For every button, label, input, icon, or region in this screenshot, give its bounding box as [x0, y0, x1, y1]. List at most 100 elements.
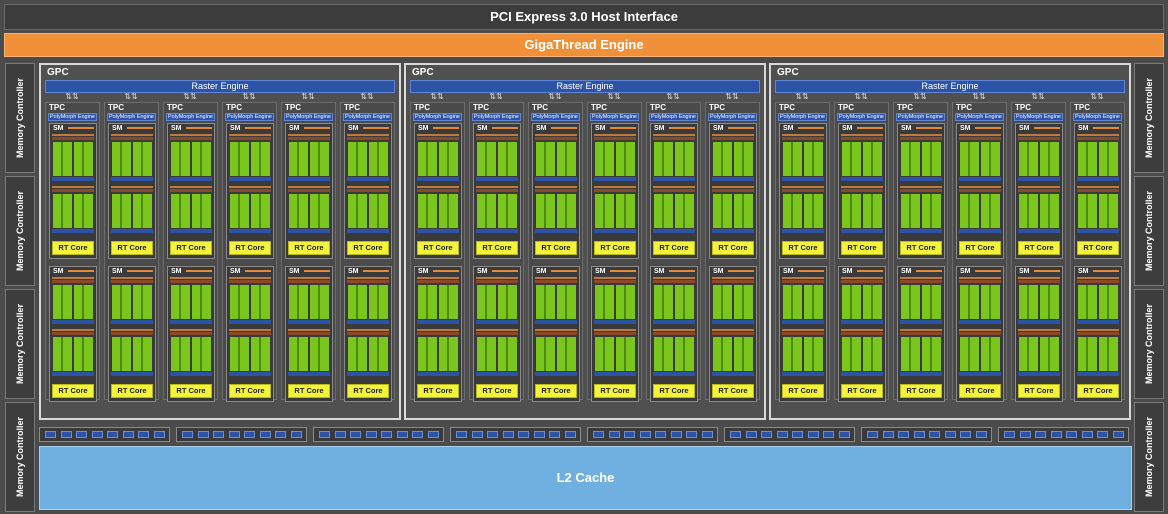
sm-core-divider: [426, 285, 428, 319]
crossbar-block: [761, 431, 772, 438]
sm-load-store-strip: [288, 229, 330, 233]
sm: SM RT Core: [838, 123, 886, 259]
sm-cache-strip: [52, 329, 94, 331]
sm-core-divider: [179, 285, 181, 319]
sm-load-store-strip: [712, 372, 754, 376]
sm-core-divider: [544, 194, 546, 228]
sm-core-array: [229, 134, 271, 233]
sm-scheduler-bar: [1034, 270, 1060, 272]
sm: SM RT Core: [285, 266, 333, 402]
sm-scheduler-bar: [68, 127, 94, 129]
rt-core: RT Core: [959, 384, 1001, 398]
sm-core-divider: [871, 142, 873, 176]
sm-load-store-strip: [653, 177, 695, 181]
sm-core-divider: [485, 194, 487, 228]
sm-load-store-strip: [959, 177, 1001, 181]
sm-cache-strip: [653, 329, 695, 331]
sm: SM RT Core: [1074, 123, 1122, 259]
sm-register-strip: [782, 137, 824, 140]
sm-core-divider: [742, 285, 744, 319]
sm-cache-strip: [476, 329, 518, 331]
sm-register-strip: [1018, 280, 1060, 283]
sm-load-store-strip: [594, 177, 636, 181]
crossbar-segment: [861, 427, 992, 442]
sm-core-divider: [200, 194, 202, 228]
sm-load-store-strip: [653, 372, 695, 376]
sm: SM RT Core: [532, 266, 580, 402]
sm-core-divider: [1048, 194, 1050, 228]
sm-core-divider: [377, 285, 379, 319]
sm-register-strip: [170, 332, 212, 335]
sm-core-divider: [1048, 142, 1050, 176]
sm-core-array: [476, 277, 518, 376]
sm-core-divider: [565, 142, 567, 176]
sm-scheduler-bar: [433, 270, 459, 272]
sm-core-divider: [82, 337, 84, 371]
sm-load-store-strip: [1077, 177, 1119, 181]
sm-core-array: [1077, 134, 1119, 233]
rt-core: RT Core: [900, 241, 942, 255]
sm-scheduler-bar: [245, 127, 271, 129]
sm-core-divider: [850, 194, 852, 228]
crossbar-block: [197, 431, 209, 438]
crossbar-segment: [313, 427, 444, 442]
sm-core-divider: [238, 285, 240, 319]
sm-core-divider: [426, 194, 428, 228]
sm-core-divider: [1086, 194, 1088, 228]
sm-load-store-strip: [417, 372, 459, 376]
sm: SM RT Core: [532, 123, 580, 259]
sm-register-strip: [594, 189, 636, 192]
sm-scheduler-bar: [127, 127, 153, 129]
sm-load-store-strip: [841, 229, 883, 233]
sm-cache-strip: [535, 134, 577, 136]
sm-register-strip: [170, 280, 212, 283]
sm-core-divider: [120, 194, 122, 228]
sm: SM RT Core: [591, 123, 639, 259]
sm-core-array: [841, 277, 883, 376]
sm-label: SM: [53, 268, 64, 275]
sm-register-strip: [52, 189, 94, 192]
sm-label: SM: [901, 268, 912, 275]
rt-core: RT Core: [535, 384, 577, 398]
sm-scheduler-bar: [363, 127, 389, 129]
sm-register-strip: [535, 137, 577, 140]
sm-load-store-strip: [535, 372, 577, 376]
sm-cache-strip: [1018, 186, 1060, 188]
sm-register-strip: [229, 280, 271, 283]
gpc: GPC Raster Engine ⇅⇅ TPC PolyMorph Engine SM R…: [39, 63, 401, 420]
sm-load-store-strip: [594, 320, 636, 324]
sm: SM RT Core: [167, 123, 215, 259]
sm-register-strip: [782, 189, 824, 192]
sm-core-array: [417, 277, 459, 376]
sm-register-strip: [111, 189, 153, 192]
rt-core: RT Core: [1018, 384, 1060, 398]
sm-load-store-strip: [476, 372, 518, 376]
sm-label: SM: [1078, 125, 1089, 132]
sm-register-strip: [417, 137, 459, 140]
sm-load-store-strip: [900, 320, 942, 324]
sm-register-strip: [535, 189, 577, 192]
tpc: TPC PolyMorph Engine SM RT Core SM RT Core: [705, 102, 760, 402]
bidirectional-arrow-icon: ⇅⇅: [725, 92, 739, 101]
sm-core-divider: [61, 285, 63, 319]
sm-label: SM: [595, 125, 606, 132]
memory-controller-right: Memory Controller: [1134, 402, 1164, 512]
sm-core-divider: [426, 142, 428, 176]
sm-core-divider: [544, 337, 546, 371]
sm-core-divider: [1086, 285, 1088, 319]
sm-scheduler-bar: [669, 270, 695, 272]
sm: SM RT Core: [226, 266, 274, 402]
sm-cache-strip: [1018, 329, 1060, 331]
raster-engine: Raster Engine: [45, 80, 395, 93]
sm-cache-strip: [170, 186, 212, 188]
sm: SM RT Core: [838, 266, 886, 402]
sm-core-array: [535, 277, 577, 376]
sm-core-divider: [356, 194, 358, 228]
sm-core-divider: [989, 285, 991, 319]
sm-core-array: [1077, 277, 1119, 376]
sm-scheduler-bar: [1034, 127, 1060, 129]
rt-core: RT Core: [959, 241, 1001, 255]
sm: SM RT Core: [897, 266, 945, 402]
crossbar-block: [275, 431, 286, 438]
sm-cache-strip: [712, 329, 754, 331]
